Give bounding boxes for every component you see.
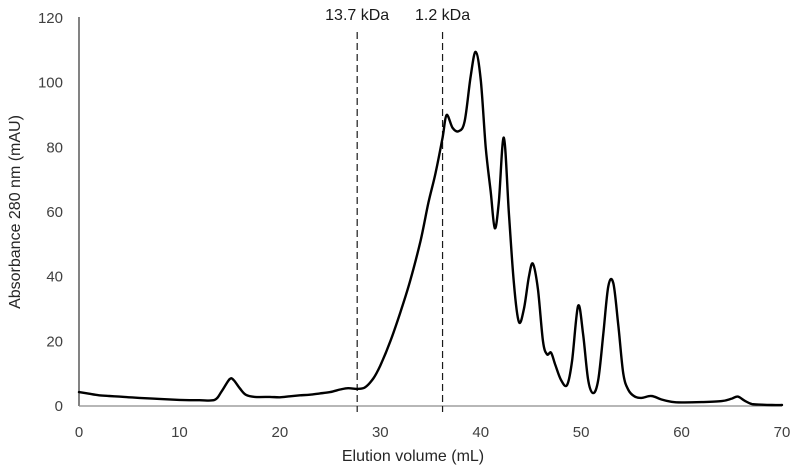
y-tick-label: 40: [46, 269, 63, 286]
y-tick-label: 80: [46, 139, 63, 156]
x-tick-label: 70: [774, 424, 791, 441]
x-tick-label: 20: [272, 424, 289, 441]
x-axis-title: Elution volume (mL): [342, 448, 484, 465]
x-tick-label: 50: [573, 424, 590, 441]
y-tick-labels: 0 20 40 60 80 100 120: [38, 10, 63, 415]
x-tick-label: 40: [472, 424, 489, 441]
absorbance-trace: [77, 50, 784, 407]
y-tick-label: 20: [46, 333, 63, 350]
y-tick-label: 0: [55, 398, 63, 415]
x-tick-label: 30: [372, 424, 389, 441]
x-tick-label: 10: [171, 424, 188, 441]
marker-label: 1.2 kDa: [415, 7, 470, 24]
y-axis-title: Absorbance 280 nm (mAU): [7, 115, 24, 309]
y-tick-label: 100: [38, 75, 63, 92]
x-tick-label: 0: [75, 424, 83, 441]
x-tick-label: 60: [673, 424, 690, 441]
y-tick-label: 120: [38, 10, 63, 27]
y-tick-label: 60: [46, 204, 63, 221]
marker-label: 13.7 kDa: [325, 7, 389, 24]
x-tick-labels: 0 10 20 30 40 50 60 70: [75, 424, 791, 441]
molecular-weight-markers: 13.7 kDa 1.2 kDa: [325, 7, 470, 412]
